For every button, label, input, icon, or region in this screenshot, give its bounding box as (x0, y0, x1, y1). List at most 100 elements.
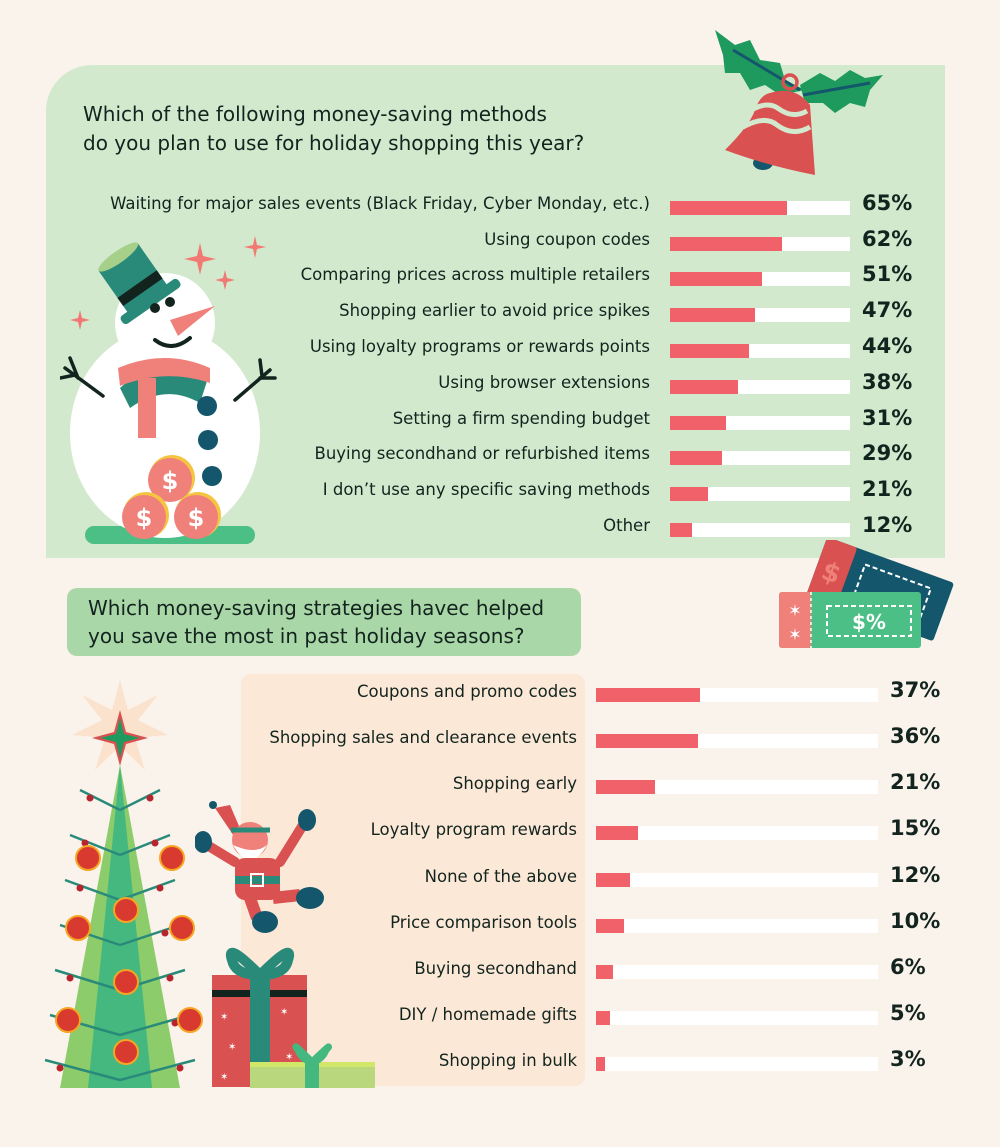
question-1-line-1: Which of the following money-saving meth… (83, 102, 547, 126)
bar-track (596, 734, 878, 748)
coin-dollar-icon: $ (162, 467, 179, 495)
bar-label: Buying secondhand (414, 959, 577, 978)
bar-value: 10% (890, 909, 941, 933)
bar-label: Using browser extensions (438, 373, 650, 392)
bar-fill (596, 780, 655, 794)
question-1-line-2: do you plan to use for holiday shopping … (83, 131, 585, 155)
star-icon: ✶ (788, 601, 801, 620)
bar-row: Using coupon codes 62% (0, 224, 1000, 258)
bar-track (596, 1057, 878, 1071)
bar-track (596, 919, 878, 933)
bar-value: 31% (862, 406, 913, 430)
bar-fill (596, 688, 700, 702)
bar-track (670, 308, 850, 322)
bar-track (670, 272, 850, 286)
bar-row: Shopping in bulk 3% (0, 1042, 1000, 1082)
bar-fill (670, 380, 738, 394)
bar-label: Comparing prices across multiple retaile… (300, 265, 650, 284)
bar-row: Setting a firm spending budget 31% (0, 403, 1000, 437)
bar-row: Shopping early 21% (0, 765, 1000, 805)
bar-row: Other 12% (0, 510, 1000, 544)
bar-track (670, 523, 850, 537)
bar-value: 21% (862, 477, 913, 501)
bar-value: 5% (890, 1001, 926, 1025)
bar-row: None of the above 12% (0, 858, 1000, 898)
gift-boxes-illustration: ✶ ✶ ✶ ✶ ✶ (210, 940, 380, 1090)
star-icon: ✶ (788, 625, 801, 644)
bar-track (596, 688, 878, 702)
bar-track (670, 380, 850, 394)
bar-value: 29% (862, 441, 913, 465)
question-1-title: Which of the following money-saving meth… (83, 100, 683, 158)
bar-fill (596, 873, 630, 887)
bar-value: 62% (862, 227, 913, 251)
bar-row: I don’t use any specific saving methods … (0, 474, 1000, 508)
bar-row: Coupons and promo codes 37% (0, 673, 1000, 713)
question-2-box (67, 588, 581, 656)
question-2-line-2: you save the most in past holiday season… (88, 624, 525, 648)
bar-fill (670, 523, 692, 537)
coupon-label: $% (852, 610, 886, 634)
bar-track (670, 451, 850, 465)
bar-value: 3% (890, 1047, 926, 1071)
bar-value: 6% (890, 955, 926, 979)
svg-text:✶: ✶ (280, 1007, 288, 1018)
bar-value: 21% (890, 770, 941, 794)
bar-label: Loyalty program rewards (370, 820, 577, 839)
bar-row: Waiting for major sales events (Black Fr… (0, 188, 1000, 222)
coin-dollar-icon: $ (136, 504, 153, 532)
bar-fill (670, 237, 782, 251)
bar-row: Using browser extensions 38% (0, 367, 1000, 401)
question-2-line-1: Which money-saving strategies havec help… (88, 596, 545, 620)
bar-label: Buying secondhand or refurbished items (314, 444, 651, 463)
bar-fill (596, 734, 698, 748)
bar-track (596, 780, 878, 794)
coin-dollar-icon: $ (188, 504, 205, 532)
bar-fill (596, 826, 638, 840)
bar-row: Using loyalty programs or rewards points… (0, 331, 1000, 365)
bar-value: 44% (862, 334, 913, 358)
svg-text:✶: ✶ (228, 1042, 236, 1053)
bar-value: 37% (890, 678, 941, 702)
santa-illustration (195, 800, 330, 935)
bar-track (596, 965, 878, 979)
bar-value: 36% (890, 724, 941, 748)
bar-value: 38% (862, 370, 913, 394)
bar-value: 51% (862, 262, 913, 286)
bar-track (670, 344, 850, 358)
bar-track (596, 873, 878, 887)
bar-fill (596, 965, 613, 979)
bar-label: Shopping early (452, 774, 577, 793)
svg-text:✶: ✶ (220, 1012, 228, 1023)
bar-label: Setting a firm spending budget (392, 409, 650, 428)
christmas-tree-illustration (40, 680, 220, 1090)
bar-track (596, 826, 878, 840)
bar-value: 12% (862, 513, 913, 537)
bar-label: Shopping earlier to avoid price spikes (339, 301, 650, 320)
bar-label: DIY / homemade gifts (398, 1005, 577, 1024)
svg-text:✶: ✶ (220, 1072, 228, 1083)
bar-row: Buying secondhand or refurbished items 2… (0, 438, 1000, 472)
bar-row: Shopping sales and clearance events 36% (0, 719, 1000, 759)
bar-fill (596, 1057, 605, 1071)
bar-row: Loyalty program rewards 15% (0, 811, 1000, 851)
bar-track (670, 487, 850, 501)
bar-label: None of the above (424, 867, 577, 886)
bar-track (670, 201, 850, 215)
bar-row: Comparing prices across multiple retaile… (0, 259, 1000, 293)
bar-fill (670, 487, 708, 501)
bar-row: Price comparison tools 10% (0, 904, 1000, 944)
bar-label: Other (603, 516, 650, 535)
bar-value: 12% (890, 863, 941, 887)
snowman-illustration: $ $ $ (60, 228, 280, 548)
svg-text:✶: ✶ (285, 1052, 293, 1063)
bar-fill (596, 1011, 610, 1025)
bar-track (596, 1011, 878, 1025)
bar-label: Waiting for major sales events (Black Fr… (110, 194, 650, 213)
bar-fill (596, 919, 624, 933)
bar-label: Using loyalty programs or rewards points (309, 337, 650, 356)
bar-value: 47% (862, 298, 913, 322)
bar-fill (670, 451, 722, 465)
bar-label: Shopping in bulk (438, 1051, 577, 1070)
bar-label: Shopping sales and clearance events (269, 728, 577, 747)
